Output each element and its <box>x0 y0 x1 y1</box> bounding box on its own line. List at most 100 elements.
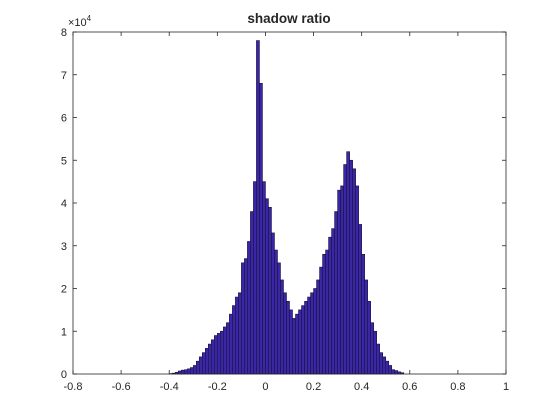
y-tick-label: 5 <box>61 155 67 167</box>
y-axis-exponent-label: ×104 <box>68 14 92 29</box>
histogram-bar <box>280 279 284 375</box>
y-tick-label: 7 <box>61 70 67 82</box>
histogram-bar <box>370 322 374 375</box>
histogram-bar <box>334 211 338 375</box>
x-tick-label: -0.8 <box>64 381 83 393</box>
histogram-bar <box>292 318 296 375</box>
histogram-bar <box>220 330 224 375</box>
svg-text:×104: ×104 <box>68 14 92 29</box>
histogram-bar <box>250 211 254 375</box>
y-axis-exponent-power: 4 <box>87 14 92 23</box>
histogram-bar <box>289 309 293 375</box>
y-tick-label: 6 <box>61 113 67 125</box>
y-tick-label: 0 <box>61 369 67 381</box>
histogram-bar <box>367 301 371 375</box>
histogram-bar <box>195 360 200 375</box>
histogram-bar <box>325 249 329 375</box>
histogram-bar <box>229 313 233 375</box>
histogram-bar <box>256 40 260 375</box>
histogram-bar <box>223 326 227 375</box>
histogram-bar <box>217 333 221 375</box>
histogram-bar <box>331 228 335 375</box>
histogram-bar <box>301 305 305 375</box>
histogram-bar <box>259 83 263 375</box>
histogram-bar <box>286 301 290 375</box>
chart-title: shadow ratio <box>247 11 330 26</box>
y-tick-label: 3 <box>61 241 67 253</box>
x-tick-label: 0 <box>262 381 268 393</box>
histogram-bar <box>388 365 393 375</box>
histogram-bar <box>313 288 317 375</box>
histogram-bar <box>355 185 359 375</box>
histogram-bar <box>268 206 272 375</box>
histogram-bar <box>343 164 347 375</box>
histogram-bar <box>364 279 368 375</box>
histogram-bar <box>283 292 287 375</box>
histogram-bar <box>328 236 332 375</box>
x-tick-label: 1 <box>503 381 509 393</box>
histogram-bar <box>319 266 323 375</box>
histogram-bar <box>241 262 245 375</box>
histogram-bar <box>192 365 197 375</box>
histogram-bar <box>298 309 302 375</box>
histogram-bar <box>186 368 191 375</box>
histogram-bar <box>274 249 278 375</box>
y-axis-exponent-base: ×10 <box>68 17 87 29</box>
histogram-bar <box>358 224 362 375</box>
histogram-bar <box>235 296 239 375</box>
x-tick-label: 0.2 <box>306 381 321 393</box>
x-tick-label: 0.8 <box>450 381 465 393</box>
histogram-bar <box>253 181 257 375</box>
histogram-bar <box>379 352 384 375</box>
histogram-bar <box>177 370 182 375</box>
histogram-bar <box>226 322 230 375</box>
histogram-bar <box>373 330 378 375</box>
histogram-bar <box>346 151 350 375</box>
histogram-bar <box>244 258 248 375</box>
x-tick-label: 0.6 <box>402 381 417 393</box>
histogram-bar <box>337 189 341 375</box>
histogram-bar <box>265 198 269 375</box>
y-tick-label: 8 <box>61 27 67 39</box>
x-tick-label: -0.6 <box>112 381 131 393</box>
histogram-bar <box>385 360 390 375</box>
y-axis-ticks: 0 1 2 3 4 5 6 7 8 <box>61 27 506 381</box>
histogram-bar <box>316 279 320 375</box>
histogram-bar <box>180 369 185 375</box>
histogram-bar <box>295 313 299 375</box>
histogram-bar <box>214 335 218 375</box>
histogram-bar <box>271 232 275 375</box>
histogram-bar <box>201 352 206 375</box>
histogram-bar <box>304 301 308 375</box>
x-tick-label: 0.4 <box>354 381 369 393</box>
y-tick-label: 2 <box>61 284 67 296</box>
histogram-bar <box>361 254 365 375</box>
histogram-bar <box>232 305 236 375</box>
histogram-bar <box>352 168 356 375</box>
histogram-bar <box>183 369 188 375</box>
x-tick-label: -0.4 <box>160 381 179 393</box>
histogram-bar <box>349 159 353 375</box>
x-tick-label: -0.2 <box>208 381 227 393</box>
histogram-bar <box>340 185 344 375</box>
histogram-bar <box>307 296 311 375</box>
histogram-bar <box>394 370 399 375</box>
x-axis-ticks: -0.8 -0.6 -0.4 -0.2 0 0.2 0.4 0.6 0.8 1 <box>64 32 509 393</box>
histogram-bar <box>238 292 242 375</box>
histogram-bar <box>382 356 387 375</box>
histogram-bar <box>322 254 326 375</box>
histogram-bars <box>168 40 405 375</box>
histogram-bar <box>310 292 314 375</box>
histogram-bar <box>376 343 381 375</box>
histogram-bar <box>189 367 194 375</box>
histogram-bar <box>205 348 209 375</box>
y-tick-label: 1 <box>61 326 67 338</box>
y-tick-label: 4 <box>61 198 67 210</box>
histogram-bar <box>211 339 215 375</box>
histogram-bar <box>208 343 212 375</box>
histogram-bar <box>262 181 266 375</box>
histogram-bar <box>198 356 203 375</box>
histogram-bar <box>391 369 396 375</box>
histogram-bar <box>247 241 251 375</box>
